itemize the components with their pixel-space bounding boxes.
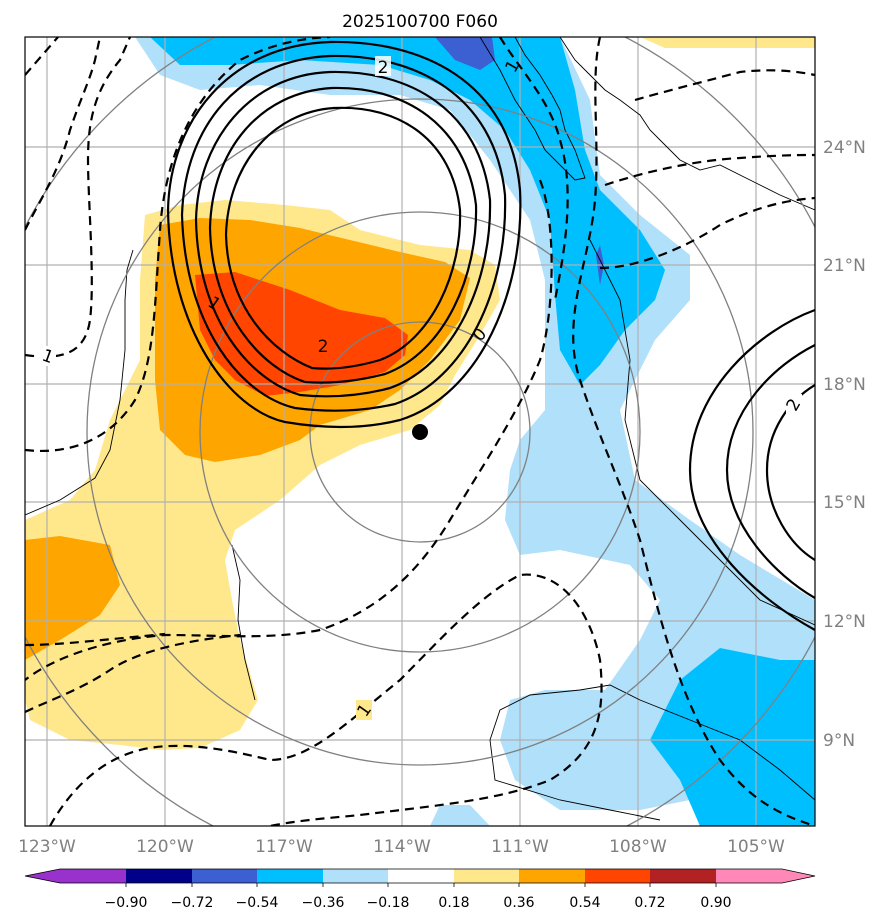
- lon-label: 105°W: [727, 837, 785, 857]
- colorbar-cell: [454, 869, 519, 883]
- colorbar-cell: [650, 869, 716, 883]
- range-ring-2: [199, 211, 641, 653]
- fill-neg-036: [150, 37, 665, 385]
- coastline: [25, 37, 815, 821]
- colorbar-tick-label: 0.54: [569, 895, 600, 911]
- colorbar-cell: [257, 869, 323, 883]
- range-rings: [25, 37, 815, 826]
- longitude-labels: 123°W 120°W 117°W 114°W 111°W 108°W 105°…: [18, 837, 785, 857]
- figure-title: 2025100700 F060: [342, 12, 498, 32]
- colorbar-cell: [126, 869, 192, 883]
- lat-label: 15°N: [823, 493, 866, 513]
- dashed-contours: [25, 37, 815, 826]
- colorbar-tick-label: 0.36: [503, 895, 534, 911]
- lon-label: 117°W: [255, 837, 313, 857]
- fill-pos-018-ne: [640, 37, 815, 48]
- colorbar-extend-max: [782, 869, 815, 883]
- colorbar: −0.90 −0.72 −0.54 −0.36 −0.18 0.18 0.36 …: [24, 868, 816, 911]
- map-area: 2 1 2 0 1 2 1 1: [25, 37, 815, 826]
- colorbar-tick-label: 0.18: [438, 895, 469, 911]
- colorbar-tick-label: −0.36: [302, 895, 345, 911]
- fill-pos-036-west: [25, 536, 120, 660]
- colorbar-tick-label: −0.90: [105, 895, 148, 911]
- lat-label: 21°N: [823, 256, 866, 276]
- fill-neg-054: [435, 37, 495, 70]
- colorbar-tick-label: −0.18: [367, 895, 410, 911]
- colorbar-extend-min: [25, 869, 60, 883]
- colorbar-tick-label: −0.54: [236, 895, 279, 911]
- lat-label: 24°N: [823, 138, 866, 158]
- colorbar-tick-label: 0.90: [700, 895, 731, 911]
- colorbar-cell: [60, 869, 126, 883]
- colorbar-tick-label: 0.72: [634, 895, 665, 911]
- colorbar-cell: [192, 869, 257, 883]
- colorbar-cell: [519, 869, 585, 883]
- map-frame: [24, 36, 816, 827]
- contour-label: 2: [318, 337, 329, 357]
- lon-label: 111°W: [491, 837, 549, 857]
- lon-label: 114°W: [373, 837, 431, 857]
- range-ring-1: [309, 321, 531, 543]
- gridlines: [25, 37, 815, 826]
- fill-neg-018-south: [430, 805, 490, 826]
- lon-label: 108°W: [609, 837, 667, 857]
- colorbar-tick-label: −0.72: [171, 895, 214, 911]
- range-ring-3: [86, 98, 754, 766]
- colorbar-cell: [716, 869, 782, 883]
- lat-label: 18°N: [823, 375, 866, 395]
- lon-label: 120°W: [136, 837, 194, 857]
- colorbar-cell: [388, 869, 454, 883]
- lon-label: 123°W: [18, 837, 76, 857]
- solid-contours: [166, 40, 815, 631]
- contour-label: 2: [378, 58, 389, 78]
- lat-label: 12°N: [823, 612, 866, 632]
- latitude-labels: 24°N 21°N 18°N 15°N 12°N 9°N: [823, 138, 866, 751]
- lat-label: 9°N: [823, 731, 855, 751]
- storm-center-marker: [412, 424, 428, 440]
- fill-neg-018: [135, 37, 815, 826]
- colorbar-cell: [323, 869, 388, 883]
- colorbar-cell: [585, 869, 650, 883]
